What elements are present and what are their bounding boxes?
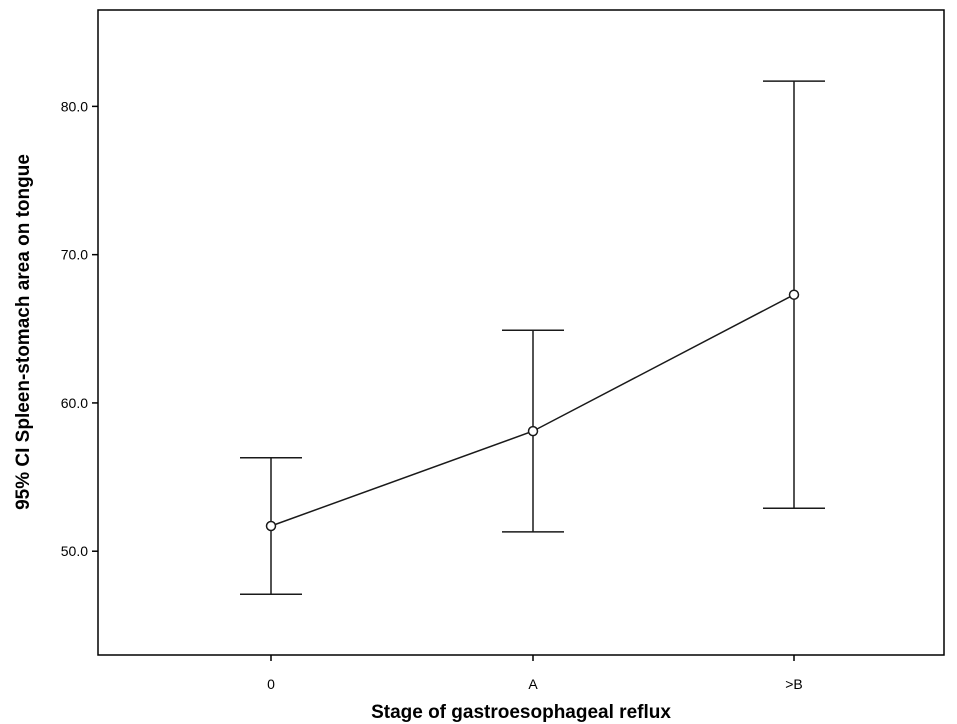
mean-point — [788, 289, 800, 300]
x-axis-title: Stage of gastroesophageal reflux — [371, 702, 671, 723]
series-group — [240, 80, 825, 595]
x-axis: 0 A >B — [267, 655, 803, 692]
y-tick-label: 80.0 — [61, 98, 88, 114]
mean-point — [265, 520, 277, 532]
y-tick-label: 60.0 — [61, 395, 88, 411]
y-axis: 50.0 60.0 70.0 80.0 — [61, 98, 98, 559]
x-tick-label: >B — [785, 676, 803, 692]
y-tick-label: 50.0 — [61, 543, 88, 559]
plot-frame — [97, 9, 945, 656]
x-tick-label: 0 — [267, 676, 275, 692]
y-tick-label: 70.0 — [61, 247, 88, 263]
y-axis-title: 95% CI Spleen-stomach area on tongue — [13, 154, 34, 510]
x-tick-label: A — [528, 676, 538, 692]
mean-point — [527, 425, 539, 437]
